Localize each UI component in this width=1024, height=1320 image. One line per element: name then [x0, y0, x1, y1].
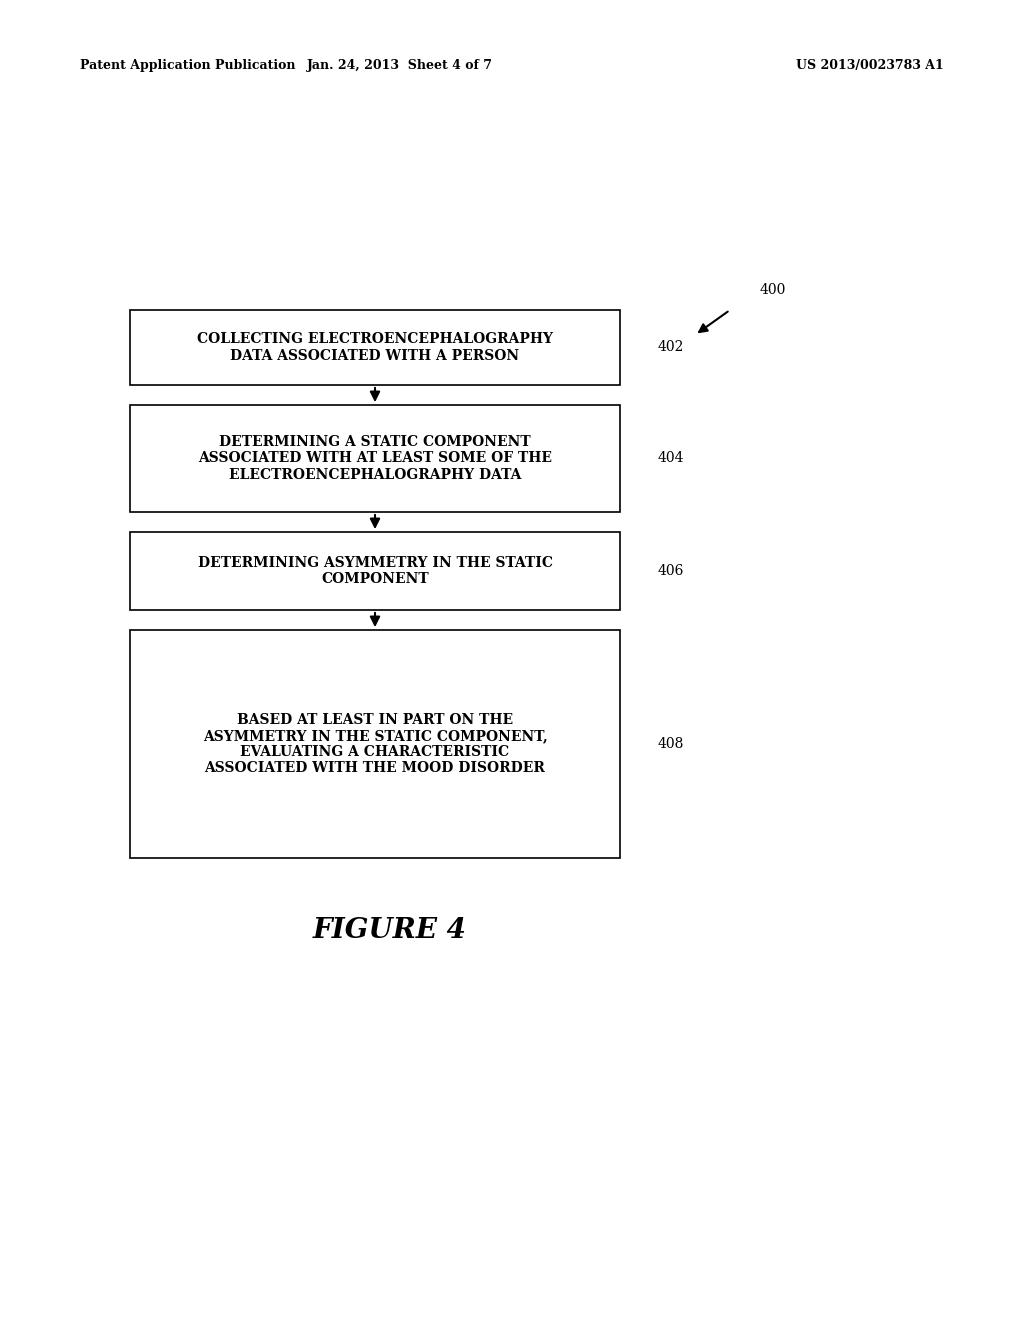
- Bar: [130, 532, 620, 610]
- Text: FIGURE 4: FIGURE 4: [313, 916, 467, 944]
- Text: BASED AT LEAST IN PART ON THE
ASYMMETRY IN THE STATIC COMPONENT,
EVALUATING A CH: BASED AT LEAST IN PART ON THE ASYMMETRY …: [203, 713, 548, 775]
- Bar: [130, 405, 620, 512]
- Text: US 2013/0023783 A1: US 2013/0023783 A1: [797, 58, 944, 71]
- Bar: [130, 310, 620, 385]
- Text: 402: 402: [658, 341, 684, 354]
- Text: DETERMINING ASYMMETRY IN THE STATIC
COMPONENT: DETERMINING ASYMMETRY IN THE STATIC COMP…: [198, 556, 553, 586]
- Text: 404: 404: [658, 451, 684, 465]
- Text: 400: 400: [760, 282, 786, 297]
- Text: Patent Application Publication: Patent Application Publication: [80, 58, 296, 71]
- Text: COLLECTING ELECTROENCEPHALOGRAPHY
DATA ASSOCIATED WITH A PERSON: COLLECTING ELECTROENCEPHALOGRAPHY DATA A…: [197, 333, 553, 363]
- Text: Jan. 24, 2013  Sheet 4 of 7: Jan. 24, 2013 Sheet 4 of 7: [307, 58, 493, 71]
- Text: DETERMINING A STATIC COMPONENT
ASSOCIATED WITH AT LEAST SOME OF THE
ELECTROENCEP: DETERMINING A STATIC COMPONENT ASSOCIATE…: [198, 436, 552, 482]
- Text: 408: 408: [658, 737, 684, 751]
- Text: 406: 406: [658, 564, 684, 578]
- Bar: [130, 630, 620, 858]
